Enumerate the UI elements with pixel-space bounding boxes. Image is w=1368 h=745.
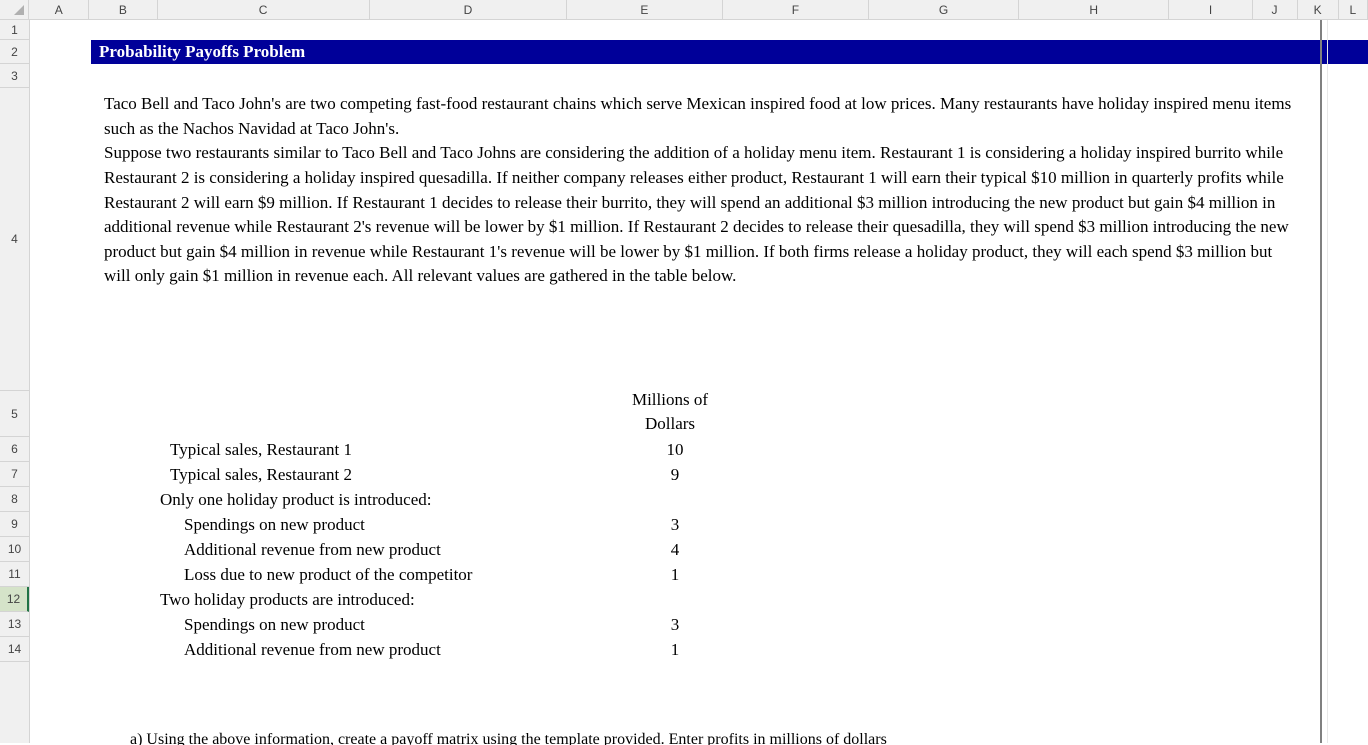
table-value: 10 xyxy=(600,440,750,460)
row-header-1[interactable]: 1 xyxy=(0,20,29,40)
table-header-1: Millions of xyxy=(590,390,750,410)
col-header-K[interactable]: K xyxy=(1298,0,1339,19)
table-label: Only one holiday product is introduced: xyxy=(60,490,600,510)
col-header-E[interactable]: E xyxy=(567,0,722,19)
table-label: Typical sales, Restaurant 1 xyxy=(60,440,600,460)
table-row: Only one holiday product is introduced: xyxy=(60,487,750,512)
row-header-6[interactable]: 6 xyxy=(0,437,29,462)
select-all-corner[interactable] xyxy=(0,0,29,19)
table-value: 3 xyxy=(600,615,750,635)
table-label: Loss due to new product of the competito… xyxy=(60,565,600,585)
table-value: 3 xyxy=(600,515,750,535)
col-header-D[interactable]: D xyxy=(370,0,567,19)
title-text: Probability Payoffs Problem xyxy=(99,42,305,62)
row-header-8[interactable]: 8 xyxy=(0,487,29,512)
col-header-C[interactable]: C xyxy=(158,0,370,19)
table-label: Two holiday products are introduced: xyxy=(60,590,600,610)
row-header-10[interactable]: 10 xyxy=(0,537,29,562)
row-header-2[interactable]: 2 xyxy=(0,40,29,64)
col-header-A[interactable]: A xyxy=(29,0,89,19)
row-header-3[interactable]: 3 xyxy=(0,64,29,88)
row-header-11[interactable]: 11 xyxy=(0,562,29,587)
table-row: Typical sales, Restaurant 29 xyxy=(60,462,750,487)
row-header-14[interactable]: 14 xyxy=(0,637,29,662)
cell-area[interactable]: Probability Payoffs Problem Taco Bell an… xyxy=(30,20,1368,743)
table-row: Two holiday products are introduced: xyxy=(60,587,750,612)
gridline xyxy=(1327,20,1328,743)
row-header-12[interactable]: 12 xyxy=(0,587,29,612)
table-row: Spendings on new product3 xyxy=(60,612,750,637)
table-row: Spendings on new product3 xyxy=(60,512,750,537)
table-row: Loss due to new product of the competito… xyxy=(60,562,750,587)
table-label: Spendings on new product xyxy=(60,615,600,635)
table-label: Spendings on new product xyxy=(60,515,600,535)
row-header-5[interactable]: 5 xyxy=(0,391,29,437)
col-header-I[interactable]: I xyxy=(1169,0,1252,19)
right-border xyxy=(1320,20,1322,743)
row-header-9[interactable]: 9 xyxy=(0,512,29,537)
problem-text: Taco Bell and Taco John's are two compet… xyxy=(104,92,1294,289)
title-bar: Probability Payoffs Problem xyxy=(91,40,1368,64)
col-header-G[interactable]: G xyxy=(869,0,1019,19)
row-header-7[interactable]: 7 xyxy=(0,462,29,487)
table-value: 9 xyxy=(600,465,750,485)
table-label: Additional revenue from new product xyxy=(60,540,600,560)
col-header-H[interactable]: H xyxy=(1019,0,1170,19)
table-row: Additional revenue from new product4 xyxy=(60,537,750,562)
col-header-F[interactable]: F xyxy=(723,0,870,19)
col-header-B[interactable]: B xyxy=(89,0,157,19)
table-value: 1 xyxy=(600,640,750,660)
table-header-2: Dollars xyxy=(590,414,750,434)
table-row: Additional revenue from new product1 xyxy=(60,637,750,662)
table-value: 4 xyxy=(600,540,750,560)
col-header-L[interactable]: L xyxy=(1339,0,1368,19)
table-label: Typical sales, Restaurant 2 xyxy=(60,465,600,485)
col-header-J[interactable]: J xyxy=(1253,0,1298,19)
table-row: Typical sales, Restaurant 110 xyxy=(60,437,750,462)
table-value: 1 xyxy=(600,565,750,585)
row-header-4[interactable]: 4 xyxy=(0,88,29,391)
row-headers: 1234567891011121314 xyxy=(0,20,30,743)
row-header-13[interactable]: 13 xyxy=(0,612,29,637)
column-headers: ABCDEFGHIJKL xyxy=(0,0,1368,20)
table-label: Additional revenue from new product xyxy=(60,640,600,660)
